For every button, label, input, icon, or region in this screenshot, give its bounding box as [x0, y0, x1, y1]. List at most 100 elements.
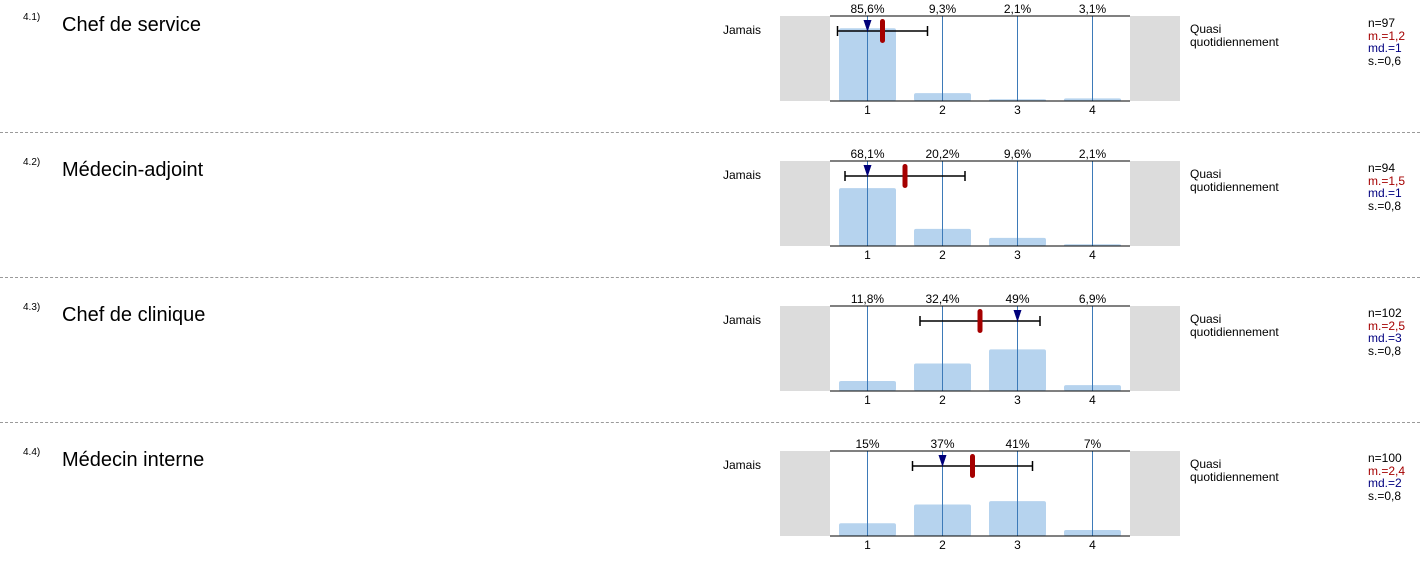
- question-number: 4.2): [23, 157, 41, 168]
- x-tick-label: 1: [864, 538, 871, 552]
- scale-right-label: Quasi quotidiennement: [1190, 168, 1279, 194]
- bar-chart: 15% 37% 41% 7% 1 2 3 4: [780, 437, 1180, 552]
- question-title: Médecin interne: [62, 449, 205, 471]
- bar-chart: 68,1% 20,2% 9,6% 2,1% 1 2 3 4: [780, 147, 1180, 262]
- scale-right-label: Quasi quotidiennement: [1190, 23, 1279, 49]
- x-tick-label: 1: [864, 248, 871, 262]
- gray-box-left: [780, 161, 830, 246]
- scale-right-label-line: quotidiennement: [1190, 470, 1279, 484]
- gray-box-left: [780, 306, 830, 391]
- data-label: 2,1%: [1079, 147, 1107, 161]
- x-tick-label: 2: [939, 103, 946, 117]
- x-tick-label: 1: [864, 103, 871, 117]
- scale-right-label-line: quotidiennement: [1190, 35, 1279, 49]
- stat-sd: s.=0,8: [1368, 488, 1402, 503]
- scale-left-label: Jamais: [723, 23, 762, 37]
- scale-left-label: Jamais: [723, 458, 762, 472]
- stats-panel: n=97 m.=1,2 md.=1 s.=0,6: [1368, 17, 1405, 67]
- data-label: 32,4%: [925, 292, 959, 306]
- x-tick-label: 4: [1089, 248, 1096, 262]
- stats-panel: n=100 m.=2,4 md.=2 s.=0,8: [1368, 452, 1405, 502]
- scale-left-label: Jamais: [723, 168, 762, 182]
- question-block: 4.4) Médecin interne Jamais Quasi quotidienn…: [0, 435, 1420, 580]
- scale-left-label: Jamais: [723, 313, 762, 327]
- question-number: 4.3): [23, 302, 41, 313]
- median-marker: [863, 20, 872, 32]
- stat-sd: s.=0,6: [1368, 53, 1402, 68]
- gray-box-right: [1130, 16, 1180, 101]
- data-label: 11,8%: [851, 292, 884, 306]
- scale-right-label-line: quotidiennement: [1190, 180, 1279, 194]
- mean-marker: [880, 19, 885, 43]
- scale-right-label-line: Quasi: [1190, 457, 1222, 471]
- gray-box-right: [1130, 306, 1180, 391]
- x-tick-label: 2: [939, 248, 946, 262]
- x-tick-label: 3: [1014, 103, 1021, 117]
- stats-panel: n=94 m.=1,5 md.=1 s.=0,8: [1368, 162, 1405, 212]
- data-label: 2,1%: [1004, 2, 1032, 16]
- x-tick-label: 2: [939, 393, 946, 407]
- data-label: 6,9%: [1079, 292, 1107, 306]
- data-label: 37%: [930, 437, 954, 451]
- scale-right-label-line: Quasi: [1190, 167, 1222, 181]
- question-block: 4.1) Chef de service Jamais Quasi quotidienn…: [0, 0, 1420, 145]
- stat-median: md.=1: [1368, 186, 1402, 200]
- x-tick-label: 1: [864, 393, 871, 407]
- data-label: 3,1%: [1079, 2, 1107, 16]
- data-label: 68,1%: [850, 147, 884, 161]
- stat-n: n=100: [1368, 451, 1402, 465]
- data-label: 49%: [1005, 292, 1029, 306]
- section-divider: [0, 277, 1420, 278]
- stat-mean: m.=1,5: [1368, 173, 1406, 188]
- scale-right-label-line: Quasi: [1190, 22, 1222, 36]
- question-title: Médecin-adjoint: [62, 159, 204, 181]
- data-label: 15%: [855, 437, 879, 451]
- x-tick-label: 4: [1089, 103, 1096, 117]
- scale-right-label: Quasi quotidiennement: [1190, 458, 1279, 484]
- stat-n: n=94: [1368, 161, 1396, 175]
- gray-box-left: [780, 451, 830, 536]
- data-label: 7%: [1084, 437, 1102, 451]
- gray-box-right: [1130, 451, 1180, 536]
- scale-right-label: Quasi quotidiennement: [1190, 313, 1279, 339]
- section-divider: [0, 132, 1420, 133]
- median-marker: [863, 165, 872, 177]
- stat-n: n=102: [1368, 306, 1402, 320]
- gray-box-right: [1130, 161, 1180, 246]
- question-number: 4.1): [23, 12, 41, 23]
- data-label: 9,6%: [1004, 147, 1032, 161]
- question-title: Chef de service: [62, 14, 201, 36]
- stat-n: n=97: [1368, 16, 1396, 30]
- data-label: 20,2%: [925, 147, 959, 161]
- x-tick-label: 4: [1089, 393, 1096, 407]
- question-block: 4.2) Médecin-adjoint Jamais Quasi quotidienn…: [0, 145, 1420, 290]
- question-block: 4.3) Chef de clinique Jamais Quasi quotidien…: [0, 290, 1420, 435]
- stat-sd: s.=0,8: [1368, 343, 1402, 358]
- question-title: Chef de clinique: [62, 304, 206, 326]
- stat-mean: m.=2,4: [1368, 463, 1406, 478]
- stat-sd: s.=0,8: [1368, 198, 1402, 213]
- median-marker: [938, 455, 947, 467]
- stat-median: md.=2: [1368, 476, 1402, 490]
- x-tick-label: 4: [1089, 538, 1096, 552]
- bar-chart: 85,6% 9,3% 2,1% 3,1% 1 2 3 4: [780, 2, 1180, 117]
- stat-mean: m.=1,2: [1368, 28, 1406, 43]
- mean-marker: [970, 454, 975, 478]
- mean-marker: [977, 309, 983, 333]
- gray-box-left: [780, 16, 830, 101]
- x-tick-label: 3: [1014, 538, 1021, 552]
- x-tick-label: 3: [1014, 248, 1021, 262]
- scale-right-label-line: quotidiennement: [1190, 325, 1279, 339]
- stat-median: md.=3: [1368, 331, 1402, 345]
- stat-mean: m.=2,5: [1368, 318, 1406, 333]
- bar-chart: 11,8% 32,4% 49% 6,9% 1 2 3 4: [780, 292, 1180, 407]
- stat-median: md.=1: [1368, 41, 1402, 55]
- data-label: 41%: [1005, 437, 1029, 451]
- data-label: 85,6%: [850, 2, 884, 16]
- x-tick-label: 2: [939, 538, 946, 552]
- x-tick-label: 3: [1014, 393, 1021, 407]
- question-number: 4.4): [23, 447, 41, 458]
- chart-list: 4.1) Chef de service Jamais Quasi quotidienn…: [0, 0, 1420, 552]
- data-label: 9,3%: [929, 2, 957, 16]
- scale-right-label-line: Quasi: [1190, 312, 1222, 326]
